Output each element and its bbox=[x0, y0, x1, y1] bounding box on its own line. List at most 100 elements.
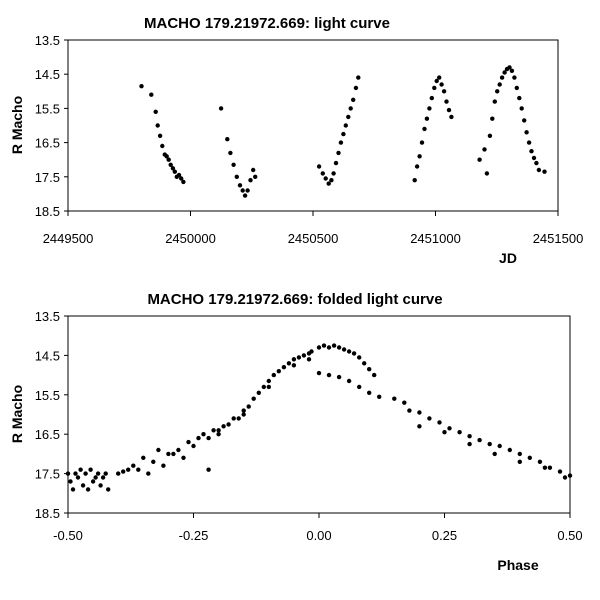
chart2-data-point bbox=[88, 467, 93, 472]
chart1-data-point bbox=[157, 133, 163, 138]
chart2-data-point bbox=[437, 420, 442, 425]
chart1-xtick-label: 2451000 bbox=[410, 231, 461, 246]
chart2-data-point bbox=[131, 463, 136, 468]
chart1-data-point bbox=[218, 106, 224, 111]
chart2-data-point bbox=[392, 396, 397, 401]
chart2-data-point bbox=[171, 451, 176, 457]
chart2-data-point bbox=[121, 469, 126, 474]
chart2-data-point bbox=[517, 459, 522, 464]
chart2-data-point bbox=[316, 345, 322, 350]
chart1-title: MACHO 179.21972.669: light curve bbox=[144, 15, 390, 32]
chart1-data-point bbox=[323, 176, 328, 181]
chart2-data-point bbox=[336, 374, 342, 380]
chart1-data-point bbox=[225, 137, 230, 142]
chart2-data-point bbox=[367, 390, 372, 395]
chart1-data-point bbox=[487, 133, 493, 138]
chart2-data-point bbox=[90, 479, 96, 484]
chart1-data-point bbox=[164, 154, 169, 159]
chart1-data-point bbox=[414, 164, 420, 169]
chart2-ylabel: R Macho bbox=[9, 385, 25, 443]
chart1-ylabel: R Macho bbox=[9, 96, 25, 154]
chart1-data-point bbox=[441, 89, 447, 94]
chart2-ytick-label: 13.5 bbox=[35, 309, 60, 324]
chart2-data-point bbox=[146, 471, 151, 476]
chart1-data-point bbox=[495, 89, 500, 94]
chart2-data-point bbox=[427, 416, 432, 421]
chart2-data-point bbox=[70, 487, 76, 492]
chart1-data-point bbox=[492, 99, 497, 104]
chart1-data-point bbox=[139, 84, 144, 89]
chart1-data-point bbox=[526, 140, 532, 145]
chart2-data-point bbox=[557, 469, 563, 474]
chart2-data-point bbox=[261, 384, 266, 390]
chart2-xtick-label: -0.50 bbox=[53, 528, 83, 543]
chart2-data-point bbox=[75, 475, 81, 480]
chart1-data-point bbox=[422, 126, 427, 132]
chart2-data-point bbox=[497, 443, 502, 449]
chart2-data-point bbox=[362, 361, 367, 366]
chart1-x-ticks: 2449500 2450000 2450500 2451000 2451500 bbox=[43, 211, 584, 246]
folded-light-curve-chart: MACHO 179.21972.669: folded light curve … bbox=[9, 291, 583, 573]
chart1-data-point bbox=[429, 95, 434, 101]
chart1-data-point bbox=[234, 174, 239, 179]
chart1-data-point bbox=[237, 183, 243, 188]
chart2-data-point bbox=[93, 475, 98, 480]
chart2-data-point bbox=[542, 465, 548, 470]
chart1-data-point bbox=[412, 178, 417, 183]
chart2-ytick-label: 18.5 bbox=[35, 506, 60, 521]
chart2-data-point bbox=[95, 471, 101, 476]
chart1-data-point bbox=[534, 160, 539, 166]
chart2-data-point bbox=[196, 435, 201, 441]
chart2-data-point bbox=[176, 447, 181, 453]
chart2-data-point bbox=[166, 451, 171, 457]
chart2-data-point bbox=[326, 372, 332, 378]
chart1-data-point bbox=[343, 123, 348, 128]
chart1-data-point bbox=[228, 150, 233, 156]
chart2-data-point bbox=[241, 412, 246, 417]
chart2-data-point bbox=[562, 475, 568, 480]
chart1-ytick-label: 14.5 bbox=[35, 67, 60, 82]
chart1-xtick-label: 2449500 bbox=[43, 231, 94, 246]
chart2-ytick-label: 16.5 bbox=[35, 427, 60, 442]
chart1-ytick-label: 15.5 bbox=[35, 101, 60, 116]
chart2-data-point bbox=[316, 370, 322, 376]
chart2-data-point bbox=[78, 467, 83, 472]
chart2-data-point bbox=[276, 369, 281, 374]
chart2-data-point bbox=[161, 463, 166, 468]
chart2-data-point bbox=[73, 471, 78, 476]
chart2-data-point bbox=[306, 357, 312, 362]
chart1-data-point bbox=[432, 85, 437, 91]
chart1-data-point bbox=[490, 116, 495, 121]
chart1-data-point bbox=[153, 109, 158, 115]
chart2-data-point bbox=[186, 439, 191, 445]
chart2-data-point bbox=[266, 378, 271, 384]
chart1-data-point bbox=[434, 78, 439, 84]
chart2-data-point bbox=[331, 343, 337, 348]
chart2-title: MACHO 179.21972.669: folded light curve bbox=[147, 291, 442, 308]
chart2-data-point bbox=[346, 349, 352, 354]
chart1-data-point bbox=[160, 143, 165, 149]
chart1-data-point bbox=[253, 174, 258, 179]
chart1-data-point bbox=[353, 85, 359, 91]
chart2-data-point bbox=[103, 471, 108, 476]
chart1-data-point bbox=[512, 75, 517, 80]
chart1-xtick-label: 2451500 bbox=[533, 231, 584, 246]
chart2-data-point bbox=[537, 459, 543, 464]
chart1-data-point bbox=[346, 114, 351, 120]
chart1-xlabel: JD bbox=[499, 250, 517, 266]
chart2-data-point bbox=[98, 483, 103, 488]
chart2-data-point bbox=[326, 345, 332, 350]
chart1-ytick-label: 17.5 bbox=[35, 170, 60, 185]
chart1-data-point bbox=[536, 167, 542, 173]
chart2-data-point bbox=[487, 441, 492, 447]
chart2-data-point bbox=[527, 455, 532, 460]
chart2-x-ticks: -0.50 -0.25 0.00 0.25 0.50 bbox=[53, 513, 583, 543]
chart1-data-point bbox=[522, 118, 527, 123]
chart2-data-point bbox=[372, 372, 377, 378]
chart2-data-point bbox=[251, 396, 256, 401]
chart2-data-point bbox=[336, 345, 342, 350]
chart1-xtick-label: 2450000 bbox=[165, 231, 216, 246]
chart2-data-point bbox=[351, 351, 357, 356]
chart1-data-point bbox=[331, 171, 336, 176]
